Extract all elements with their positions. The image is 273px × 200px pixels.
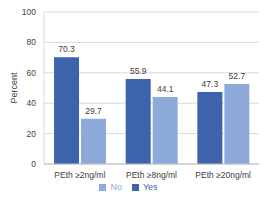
html-text:Yes: Yes bbox=[142, 182, 158, 192]
svg-text:80: 80 bbox=[27, 37, 37, 47]
svg-text:60: 60 bbox=[27, 68, 37, 78]
svg-text:44.1: 44.1 bbox=[157, 84, 174, 94]
svg-text:PEth ≥20ng/ml: PEth ≥20ng/ml bbox=[195, 170, 251, 180]
svg-text:100: 100 bbox=[22, 8, 36, 17]
svg-text:Percent: Percent bbox=[9, 72, 19, 104]
svg-text:52.7: 52.7 bbox=[229, 71, 246, 81]
svg-text:40: 40 bbox=[27, 98, 37, 108]
svg-text:PEth ≥2ng/ml: PEth ≥2ng/ml bbox=[54, 170, 105, 180]
svg-text:20: 20 bbox=[27, 129, 37, 139]
svg-text:0: 0 bbox=[31, 159, 36, 169]
svg-text:47.3: 47.3 bbox=[202, 79, 219, 89]
svg-text:70.3: 70.3 bbox=[58, 44, 75, 54]
svg-text:PEth ≥8ng/ml: PEth ≥8ng/ml bbox=[126, 170, 177, 180]
html-text:No: No bbox=[110, 182, 122, 192]
svg-text:55.9: 55.9 bbox=[130, 66, 147, 76]
svg-text:29.7: 29.7 bbox=[85, 106, 102, 116]
